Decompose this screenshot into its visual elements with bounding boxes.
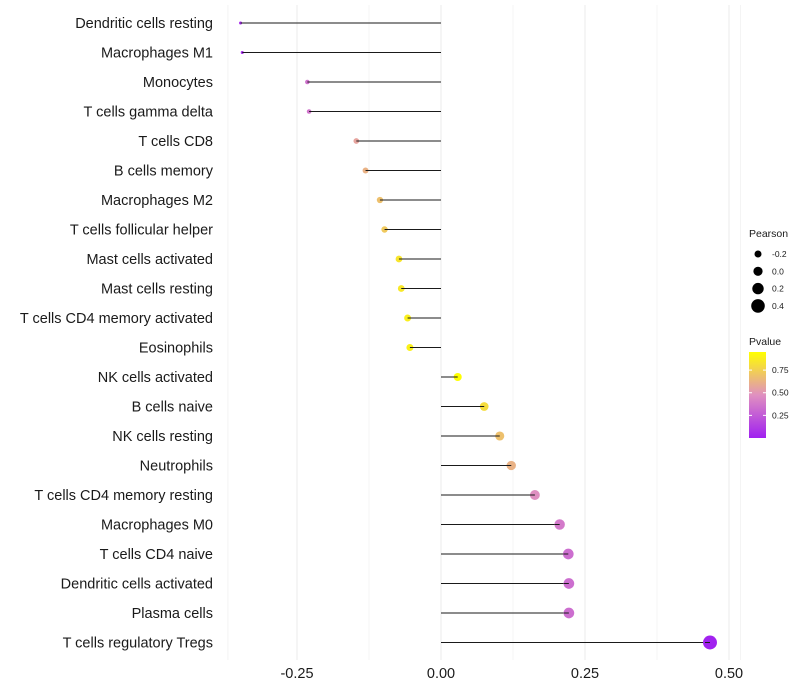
category-label-0: Dendritic cells resting — [75, 16, 213, 32]
category-label-1: Macrophages M1 — [101, 46, 213, 62]
grid — [227, 5, 742, 660]
legend-pvalue-colorbar — [749, 352, 766, 438]
point-2 — [305, 79, 310, 85]
point-21 — [703, 635, 717, 650]
legend-pearson-label-1: 0.0 — [772, 266, 784, 276]
category-label-5: B cells memory — [114, 164, 214, 180]
legend-pearson-title: Pearson — [749, 228, 788, 240]
category-label-17: Macrophages M0 — [101, 518, 213, 534]
legend-pvalue-title: Pvalue — [749, 336, 781, 348]
legend-pearson: Pearson -0.2 0.0 0.2 0.4 — [749, 228, 788, 313]
x-tick-label-1: 0.00 — [427, 666, 455, 682]
x-tick-label-2: 0.25 — [571, 666, 599, 682]
point-9 — [397, 285, 405, 292]
legend-pvalue-label-1: 0.50 — [772, 388, 789, 398]
legend-pearson-key-2 — [752, 282, 764, 295]
category-label-19: Dendritic cells activated — [61, 577, 213, 593]
legend-pearson-label-0: -0.2 — [772, 249, 787, 259]
category-label-16: T cells CD4 memory resting — [34, 488, 213, 504]
legend-pearson-key-1 — [753, 266, 763, 276]
point-8 — [395, 255, 403, 263]
category-label-12: NK cells activated — [98, 370, 213, 386]
category-label-9: Mast cells resting — [101, 282, 213, 298]
category-label-11: Eosinophils — [139, 341, 213, 357]
x-tick-label-0: -0.25 — [280, 666, 313, 682]
category-label-2: Monocytes — [143, 75, 213, 91]
legend-pvalue-label-0: 0.75 — [772, 365, 789, 375]
legend-pvalue: Pvalue 0.75 0.50 0.25 — [749, 336, 789, 438]
point-6 — [376, 196, 384, 204]
x-tick-label-3: 0.50 — [715, 666, 743, 682]
category-label-7: T cells follicular helper — [70, 223, 213, 239]
category-label-10: T cells CD4 memory activated — [20, 311, 213, 327]
category-label-21: T cells regulatory Tregs — [63, 636, 213, 652]
category-label-6: Macrophages M2 — [101, 193, 213, 209]
category-label-8: Mast cells activated — [86, 252, 213, 268]
category-label-3: T cells gamma delta — [84, 105, 214, 121]
x-axis-tick-labels: -0.25 0.00 0.25 0.50 — [280, 666, 743, 682]
points — [239, 21, 717, 650]
category-labels: Dendritic cells resting Macrophages M1 Mon… — [20, 16, 214, 652]
legend-pearson-key-0 — [754, 250, 762, 258]
stems — [240, 22, 710, 643]
category-label-18: T cells CD4 naive — [100, 547, 213, 563]
category-label-13: B cells naive — [132, 400, 213, 416]
legend-pearson-key-3 — [751, 299, 765, 313]
category-label-4: T cells CD8 — [138, 134, 213, 150]
legend-pearson-label-2: 0.2 — [772, 284, 784, 294]
category-label-20: Plasma cells — [132, 606, 213, 622]
category-label-15: Neutrophils — [140, 459, 213, 475]
category-label-14: NK cells resting — [112, 429, 213, 445]
legend-pvalue-label-2: 0.25 — [772, 410, 789, 420]
legend-pearson-label-3: 0.4 — [772, 301, 784, 311]
